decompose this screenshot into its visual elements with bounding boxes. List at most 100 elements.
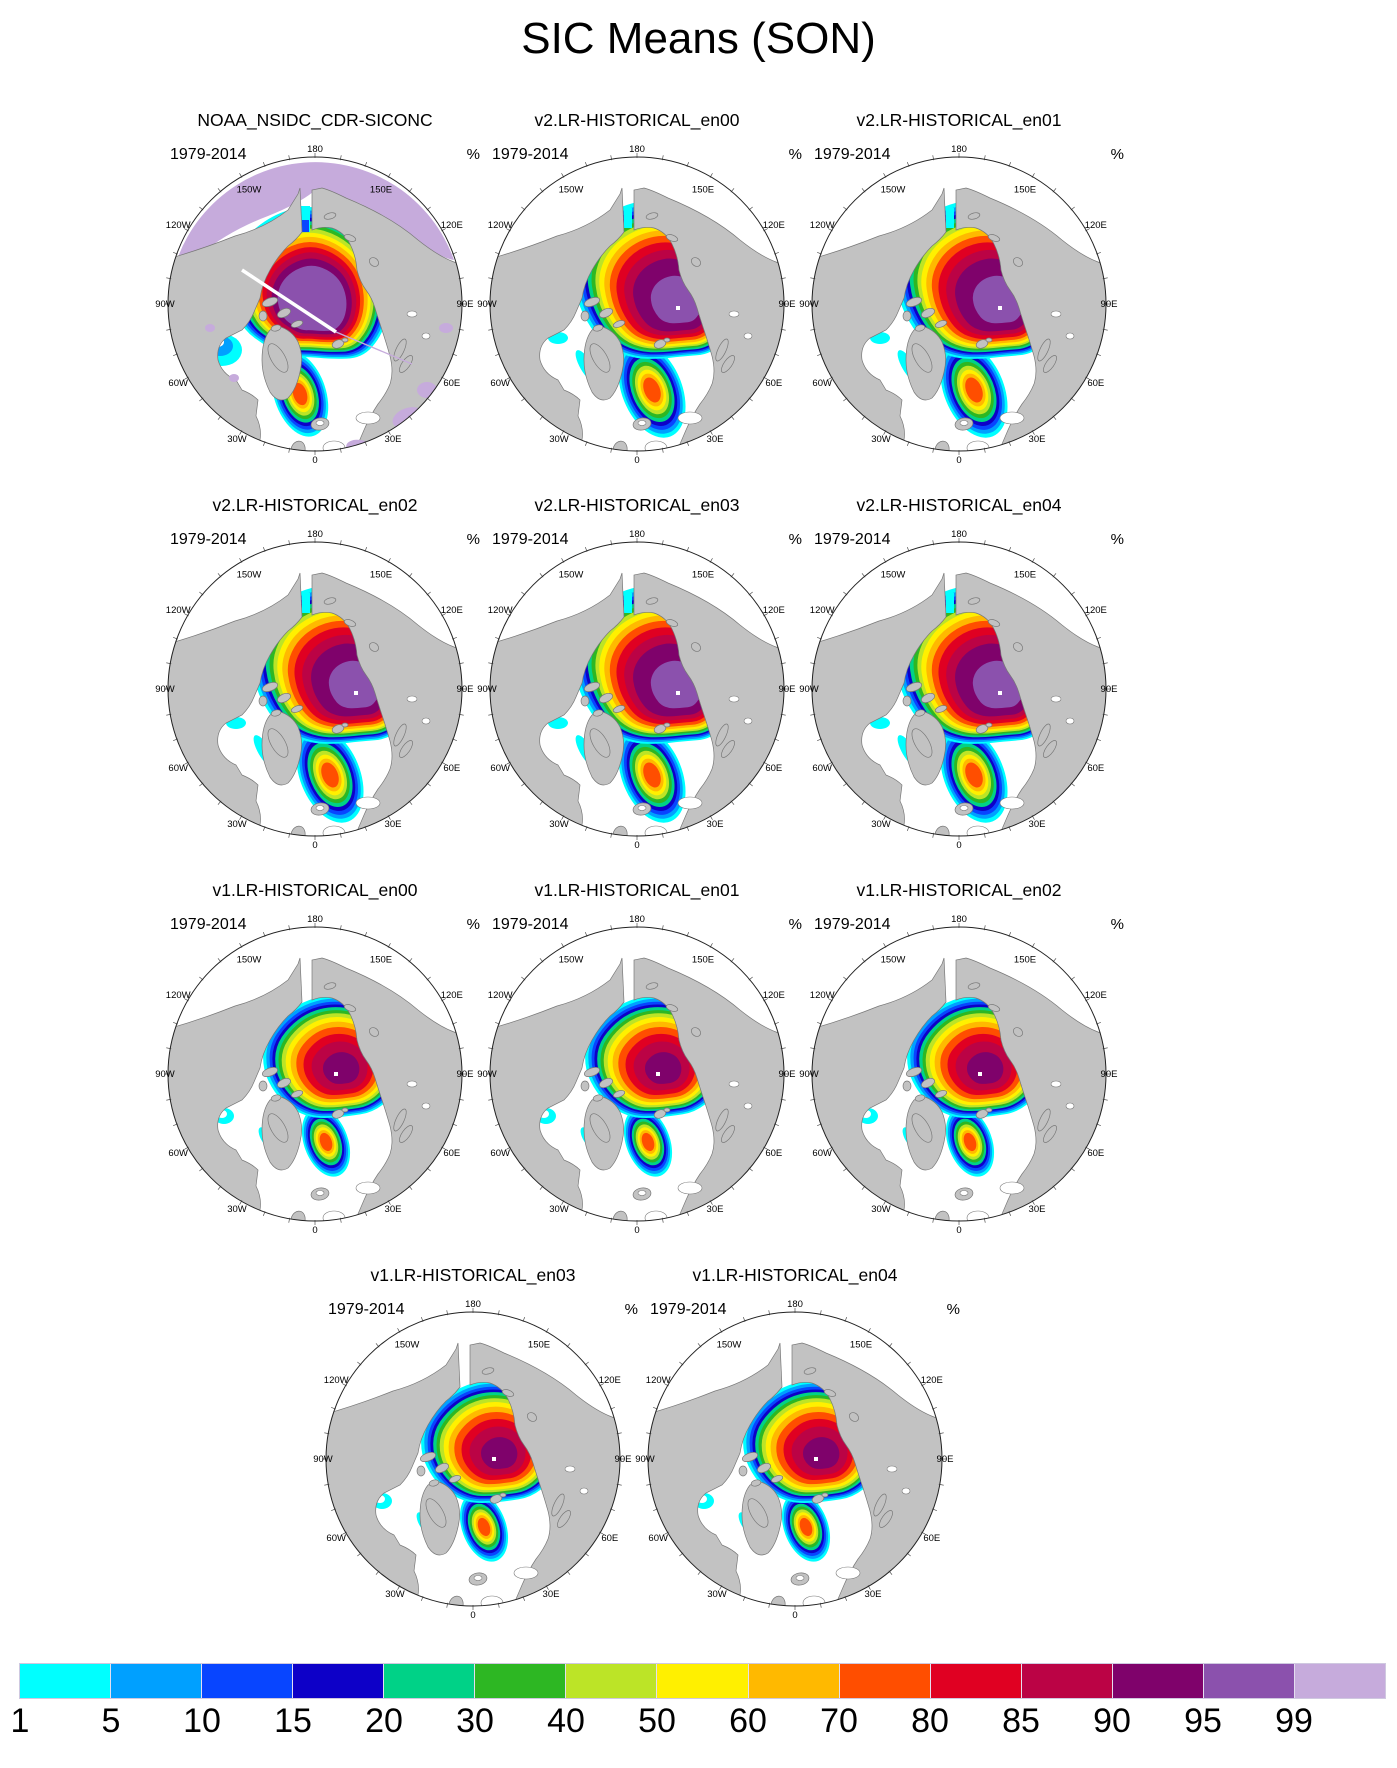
- inland-water: [835, 1566, 861, 1580]
- longitude-label: 120W: [166, 605, 191, 616]
- longitude-label: 30E: [1029, 819, 1046, 830]
- longitude-label: 120E: [1085, 220, 1107, 231]
- island: [435, 1462, 449, 1474]
- ice-tongue-ring: [477, 1517, 491, 1537]
- inland-water: [1065, 1102, 1075, 1110]
- longitude-label: 90E: [779, 1069, 796, 1080]
- tick: [506, 376, 511, 380]
- colorbar-segment: [293, 1664, 385, 1698]
- tick: [861, 188, 866, 193]
- tick: [844, 1317, 847, 1322]
- longitude-label: 60E: [443, 763, 460, 774]
- tick: [495, 252, 500, 255]
- tick: [173, 252, 178, 255]
- colorbar-segment: [1203, 1664, 1295, 1698]
- unit-label: %: [1110, 531, 1124, 548]
- colorbar-segment: [202, 1664, 294, 1698]
- longitude-label: 150E: [1014, 955, 1036, 966]
- island: [967, 212, 981, 220]
- tick: [984, 832, 986, 838]
- tick: [817, 738, 822, 741]
- island: [665, 1004, 679, 1012]
- panel-title: NOAA_NSIDC_CDR-SICONC: [197, 110, 433, 130]
- longitude-label: 30E: [865, 1589, 882, 1600]
- polar-map-svg: 180 150W 150E 120W 120E 90W 90E 60W 60E 30W 30E 0: [799, 529, 1117, 851]
- tick: [763, 613, 768, 617]
- tick: [173, 1022, 178, 1025]
- colorbar-segment: [657, 1664, 749, 1698]
- tick: [664, 1383, 669, 1387]
- longitude-label: 180: [629, 144, 645, 155]
- period-label: 1979-2014: [492, 916, 569, 933]
- tick: [662, 925, 664, 931]
- no-data-artifact-line: [335, 331, 413, 365]
- island: [612, 705, 626, 713]
- longitude-label: 30W: [549, 819, 569, 830]
- inland-water: [901, 1487, 911, 1495]
- tick: [662, 155, 664, 161]
- island: [448, 1475, 462, 1483]
- island: [527, 1412, 537, 1422]
- tick: [441, 1146, 446, 1150]
- island: [921, 1077, 935, 1089]
- longitude-label: 150W: [881, 570, 906, 581]
- island: [584, 1067, 600, 1077]
- island: [742, 1452, 758, 1462]
- longitude-label: 120E: [441, 605, 463, 616]
- pole-point: [998, 306, 1002, 310]
- tick: [184, 998, 189, 1002]
- tick: [495, 637, 500, 640]
- period-label: 1979-2014: [814, 146, 891, 163]
- map-panel: v2.LR-HISTORICAL_en03 1979-2014 % 180 150…: [472, 495, 802, 880]
- tick: [387, 173, 391, 178]
- tick: [1070, 782, 1075, 787]
- longitude-label: 120W: [810, 605, 835, 616]
- colorbar-segment: [930, 1664, 1022, 1698]
- tick: [340, 540, 342, 546]
- longitude-label: 120E: [763, 220, 785, 231]
- longitude-label: 150E: [528, 1340, 550, 1351]
- island: [663, 1107, 671, 1113]
- inland-water: [999, 796, 1025, 810]
- tick: [340, 1217, 342, 1223]
- inland-water: [355, 1181, 381, 1195]
- longitude-label: 0: [956, 1225, 961, 1236]
- colorbar-tick-label: 20: [365, 1702, 403, 1740]
- inland-water: [322, 1210, 346, 1221]
- tick: [342, 1383, 347, 1387]
- tick: [239, 430, 243, 435]
- tick: [545, 1585, 549, 1590]
- tick: [364, 162, 367, 167]
- inland-water: [644, 1210, 668, 1221]
- tick: [679, 1361, 684, 1366]
- map-panel: v2.LR-HISTORICAL_en02 1979-2014 % 180 150…: [150, 495, 480, 880]
- longitude-label: 120W: [810, 990, 835, 1001]
- tick: [263, 1211, 266, 1216]
- inland-water: [421, 1102, 431, 1110]
- colorbar: [19, 1663, 1386, 1699]
- unit-label: %: [946, 1301, 960, 1318]
- tick: [1096, 1022, 1101, 1025]
- island: [267, 728, 289, 758]
- island: [428, 1479, 440, 1487]
- tick: [709, 1200, 713, 1205]
- inland-water: [406, 1080, 418, 1088]
- panel-title: v1.LR-HISTORICAL_en03: [370, 1265, 576, 1285]
- island: [691, 1027, 701, 1037]
- island: [277, 1077, 291, 1089]
- tick: [397, 1328, 401, 1333]
- longitude-label: 150E: [692, 570, 714, 581]
- ice-contour-ring: [644, 1052, 682, 1084]
- unit-label: %: [466, 531, 480, 548]
- island: [599, 692, 613, 704]
- longitude-label: 30W: [871, 819, 891, 830]
- longitude-label: 60W: [812, 1148, 832, 1159]
- tick: [452, 1022, 457, 1025]
- longitude-label: 60W: [648, 1533, 668, 1544]
- island: [499, 1492, 507, 1498]
- inland-water: [677, 796, 703, 810]
- longitude-label: 30W: [227, 819, 247, 830]
- tick: [217, 415, 222, 420]
- sea-ice-contours: [372, 1380, 561, 1562]
- panel-title: v1.LR-HISTORICAL_en04: [692, 1265, 898, 1285]
